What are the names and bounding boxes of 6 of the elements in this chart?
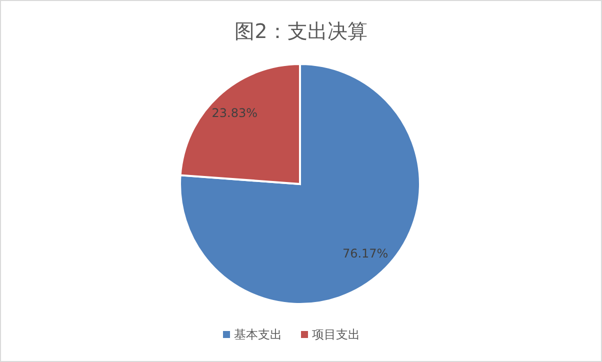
chart-title: 图2：支出决算	[234, 19, 368, 43]
legend-label: 项目支出	[312, 327, 360, 342]
legend-label: 基本支出	[234, 327, 282, 342]
pie-slice	[179, 63, 421, 305]
data-label: 23.83%	[212, 106, 258, 120]
data-label: 76.17%	[342, 246, 388, 261]
